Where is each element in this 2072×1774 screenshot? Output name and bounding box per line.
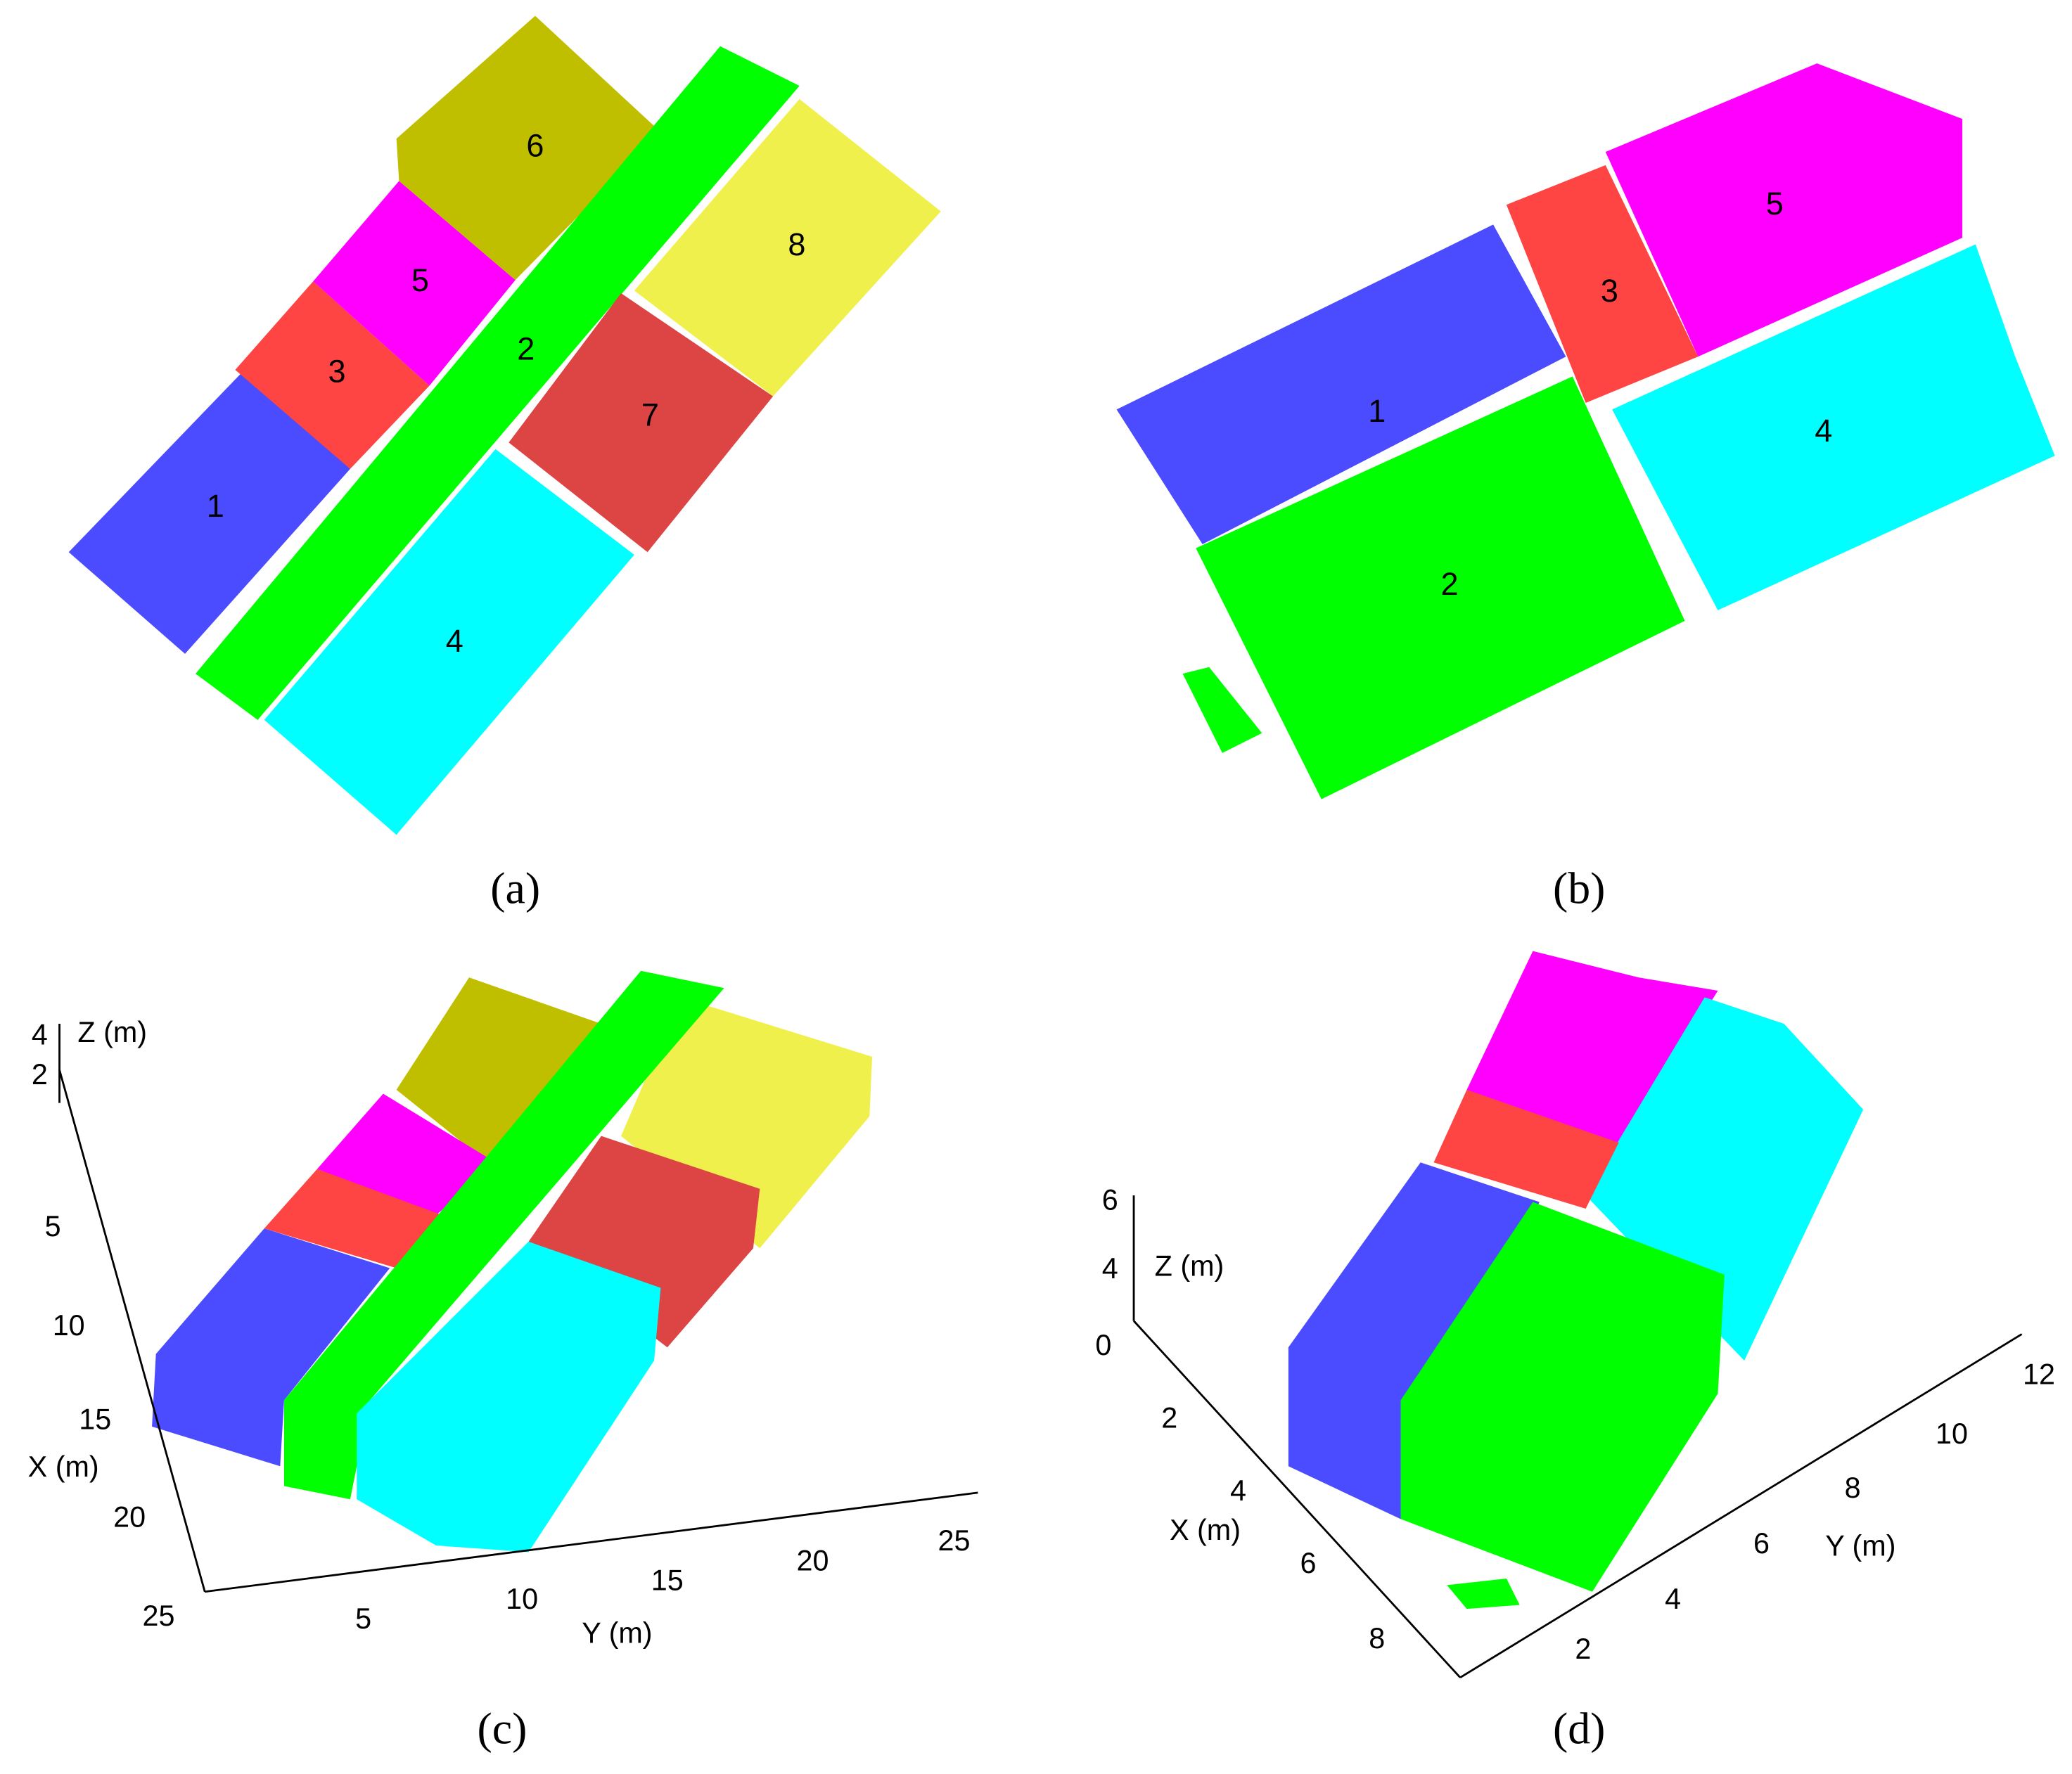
tick-label: 10 (53, 1309, 85, 1342)
tick-label: 5 (355, 1602, 371, 1635)
region (283, 970, 724, 1500)
region-label: 4 (446, 623, 463, 659)
tick-label: 2 (1575, 1633, 1591, 1665)
region (1506, 165, 1699, 403)
tick-label: 6 (1300, 1547, 1317, 1579)
tick-label: 4 (32, 1019, 48, 1051)
region (264, 1169, 443, 1268)
region (1196, 376, 1685, 799)
region (1288, 1162, 1540, 1519)
axis-line (1459, 1333, 2023, 1679)
region-label: 1 (1368, 393, 1386, 429)
tick-label: 2 (1161, 1401, 1177, 1434)
region (264, 449, 634, 835)
region-label: 3 (1601, 273, 1618, 309)
tick-label: 25 (938, 1524, 971, 1557)
tick-label: 20 (796, 1544, 829, 1576)
panel-a-shapes (68, 15, 941, 835)
tick-label: 8 (1369, 1622, 1385, 1654)
tick-label: 12 (2023, 1358, 2055, 1390)
tick-label: 20 (113, 1500, 146, 1533)
region-label: 2 (517, 331, 535, 367)
tick-label: 15 (79, 1403, 111, 1435)
tick-label: 4 (1102, 1252, 1118, 1285)
region (634, 98, 941, 397)
region-label: 5 (1766, 186, 1784, 221)
panel-caption: (a) (490, 863, 540, 913)
axis-line (1132, 1320, 1462, 1678)
panel-caption: (b) (1553, 863, 1605, 913)
region-label: 1 (207, 488, 224, 524)
region (1400, 1202, 1725, 1592)
tick-label: 6 (1753, 1527, 1770, 1560)
region (1605, 63, 1963, 357)
tick-label: 2 (32, 1058, 48, 1091)
tick-label: 15 (651, 1564, 684, 1597)
tick-label: 8 (1845, 1472, 1861, 1504)
axis-title: Z (m) (77, 1016, 147, 1048)
region (357, 1241, 661, 1553)
panel-c-shapes (58, 970, 978, 1593)
region (1585, 997, 1864, 1361)
axis-title: Y (m) (582, 1617, 652, 1650)
region (509, 293, 774, 553)
panel-d-shapes (1132, 951, 2023, 1679)
region-label: 4 (1815, 413, 1832, 449)
region-label: 6 (526, 127, 544, 163)
region (316, 1093, 496, 1216)
axis-title: Z (m) (1155, 1249, 1224, 1282)
tick-label: 25 (142, 1600, 174, 1632)
panel-b-shapes (1116, 63, 2055, 799)
panel-caption: (d) (1553, 1703, 1605, 1753)
region (528, 1136, 760, 1348)
axis-title: X (m) (28, 1451, 99, 1483)
axis-line (58, 1069, 206, 1593)
tick-label: 10 (506, 1583, 538, 1615)
region-label: 7 (641, 397, 659, 433)
region (68, 370, 350, 654)
axis-title: X (m) (1170, 1514, 1241, 1546)
axis-line (205, 1491, 978, 1593)
tick-label: 4 (1230, 1474, 1246, 1507)
region (235, 281, 430, 469)
tick-label: 10 (1936, 1418, 1968, 1450)
region (313, 181, 516, 386)
tick-label: 5 (45, 1210, 61, 1242)
region-label: 5 (411, 262, 429, 298)
region-label: 3 (328, 354, 346, 390)
axis-title: Y (m) (1825, 1530, 1895, 1562)
region (152, 1228, 390, 1467)
tick-label: 0 (1095, 1329, 1111, 1361)
region-label: 8 (788, 226, 805, 262)
region (1116, 224, 1566, 544)
region-label: 2 (1441, 566, 1459, 602)
region (1447, 1578, 1520, 1609)
region (1433, 1089, 1619, 1209)
tick-label: 4 (1665, 1583, 1681, 1615)
panel-caption: (c) (478, 1703, 527, 1753)
region (1466, 951, 1718, 1150)
tick-label: 6 (1102, 1183, 1118, 1216)
region (1182, 667, 1262, 753)
region (196, 46, 800, 720)
region (396, 15, 661, 281)
region (1612, 244, 2055, 610)
